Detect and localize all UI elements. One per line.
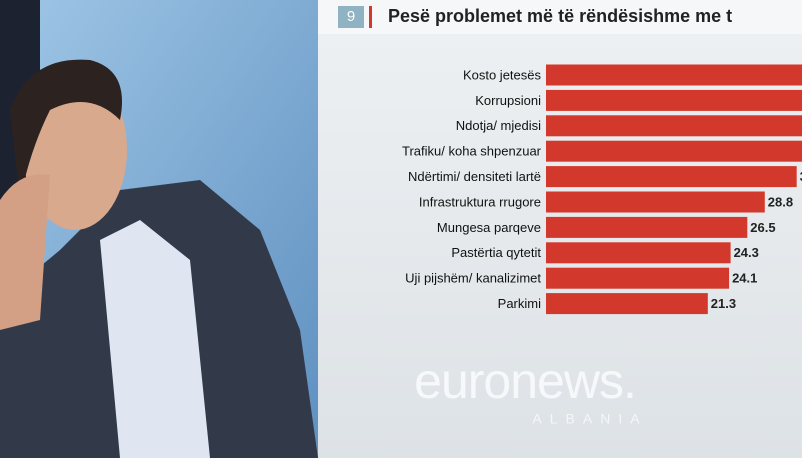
category-label: Trafiku/ koha shpenzuar bbox=[402, 144, 542, 159]
value-label: 24.1 bbox=[732, 271, 757, 286]
badge-number: 9 bbox=[347, 8, 355, 25]
title-bar bbox=[318, 0, 802, 34]
logo-sub: ALBANIA bbox=[532, 411, 647, 427]
bar bbox=[546, 115, 802, 137]
category-label: Kosto jetesës bbox=[463, 67, 542, 82]
value-label: 21.3 bbox=[711, 296, 736, 311]
bar bbox=[546, 64, 802, 86]
category-label: Pastërtia qytetit bbox=[451, 245, 541, 260]
hair bbox=[10, 59, 122, 201]
shirt bbox=[100, 220, 210, 458]
logo: euronews. bbox=[414, 353, 636, 409]
category-label: Infrastruktura rrugore bbox=[419, 194, 541, 209]
category-label: Ndërtimi/ densiteti lartë bbox=[408, 169, 541, 184]
bar bbox=[546, 166, 797, 188]
title-accent bbox=[369, 6, 372, 28]
hand bbox=[0, 174, 50, 330]
category-label: Ndotja/ mjedisi bbox=[456, 118, 541, 133]
bar bbox=[546, 216, 748, 238]
value-label: 33 bbox=[800, 169, 802, 184]
bar bbox=[546, 140, 802, 162]
bar bbox=[546, 242, 731, 264]
bar bbox=[546, 293, 708, 315]
category-label: Mungesa parqeve bbox=[437, 220, 541, 235]
value-label: 26.5 bbox=[750, 220, 775, 235]
value-label: 24.3 bbox=[734, 245, 759, 260]
category-label: Uji pijshëm/ kanalizimet bbox=[405, 271, 541, 286]
badge bbox=[338, 6, 364, 28]
value-label: 28.8 bbox=[768, 194, 793, 209]
category-label: Parkimi bbox=[498, 296, 541, 311]
bar bbox=[546, 191, 765, 213]
bar bbox=[546, 89, 802, 111]
bar bbox=[546, 267, 730, 289]
category-label: Korrupsioni bbox=[475, 93, 541, 108]
chart-title: Pesë problemet më të rëndësishme me t bbox=[388, 6, 732, 26]
